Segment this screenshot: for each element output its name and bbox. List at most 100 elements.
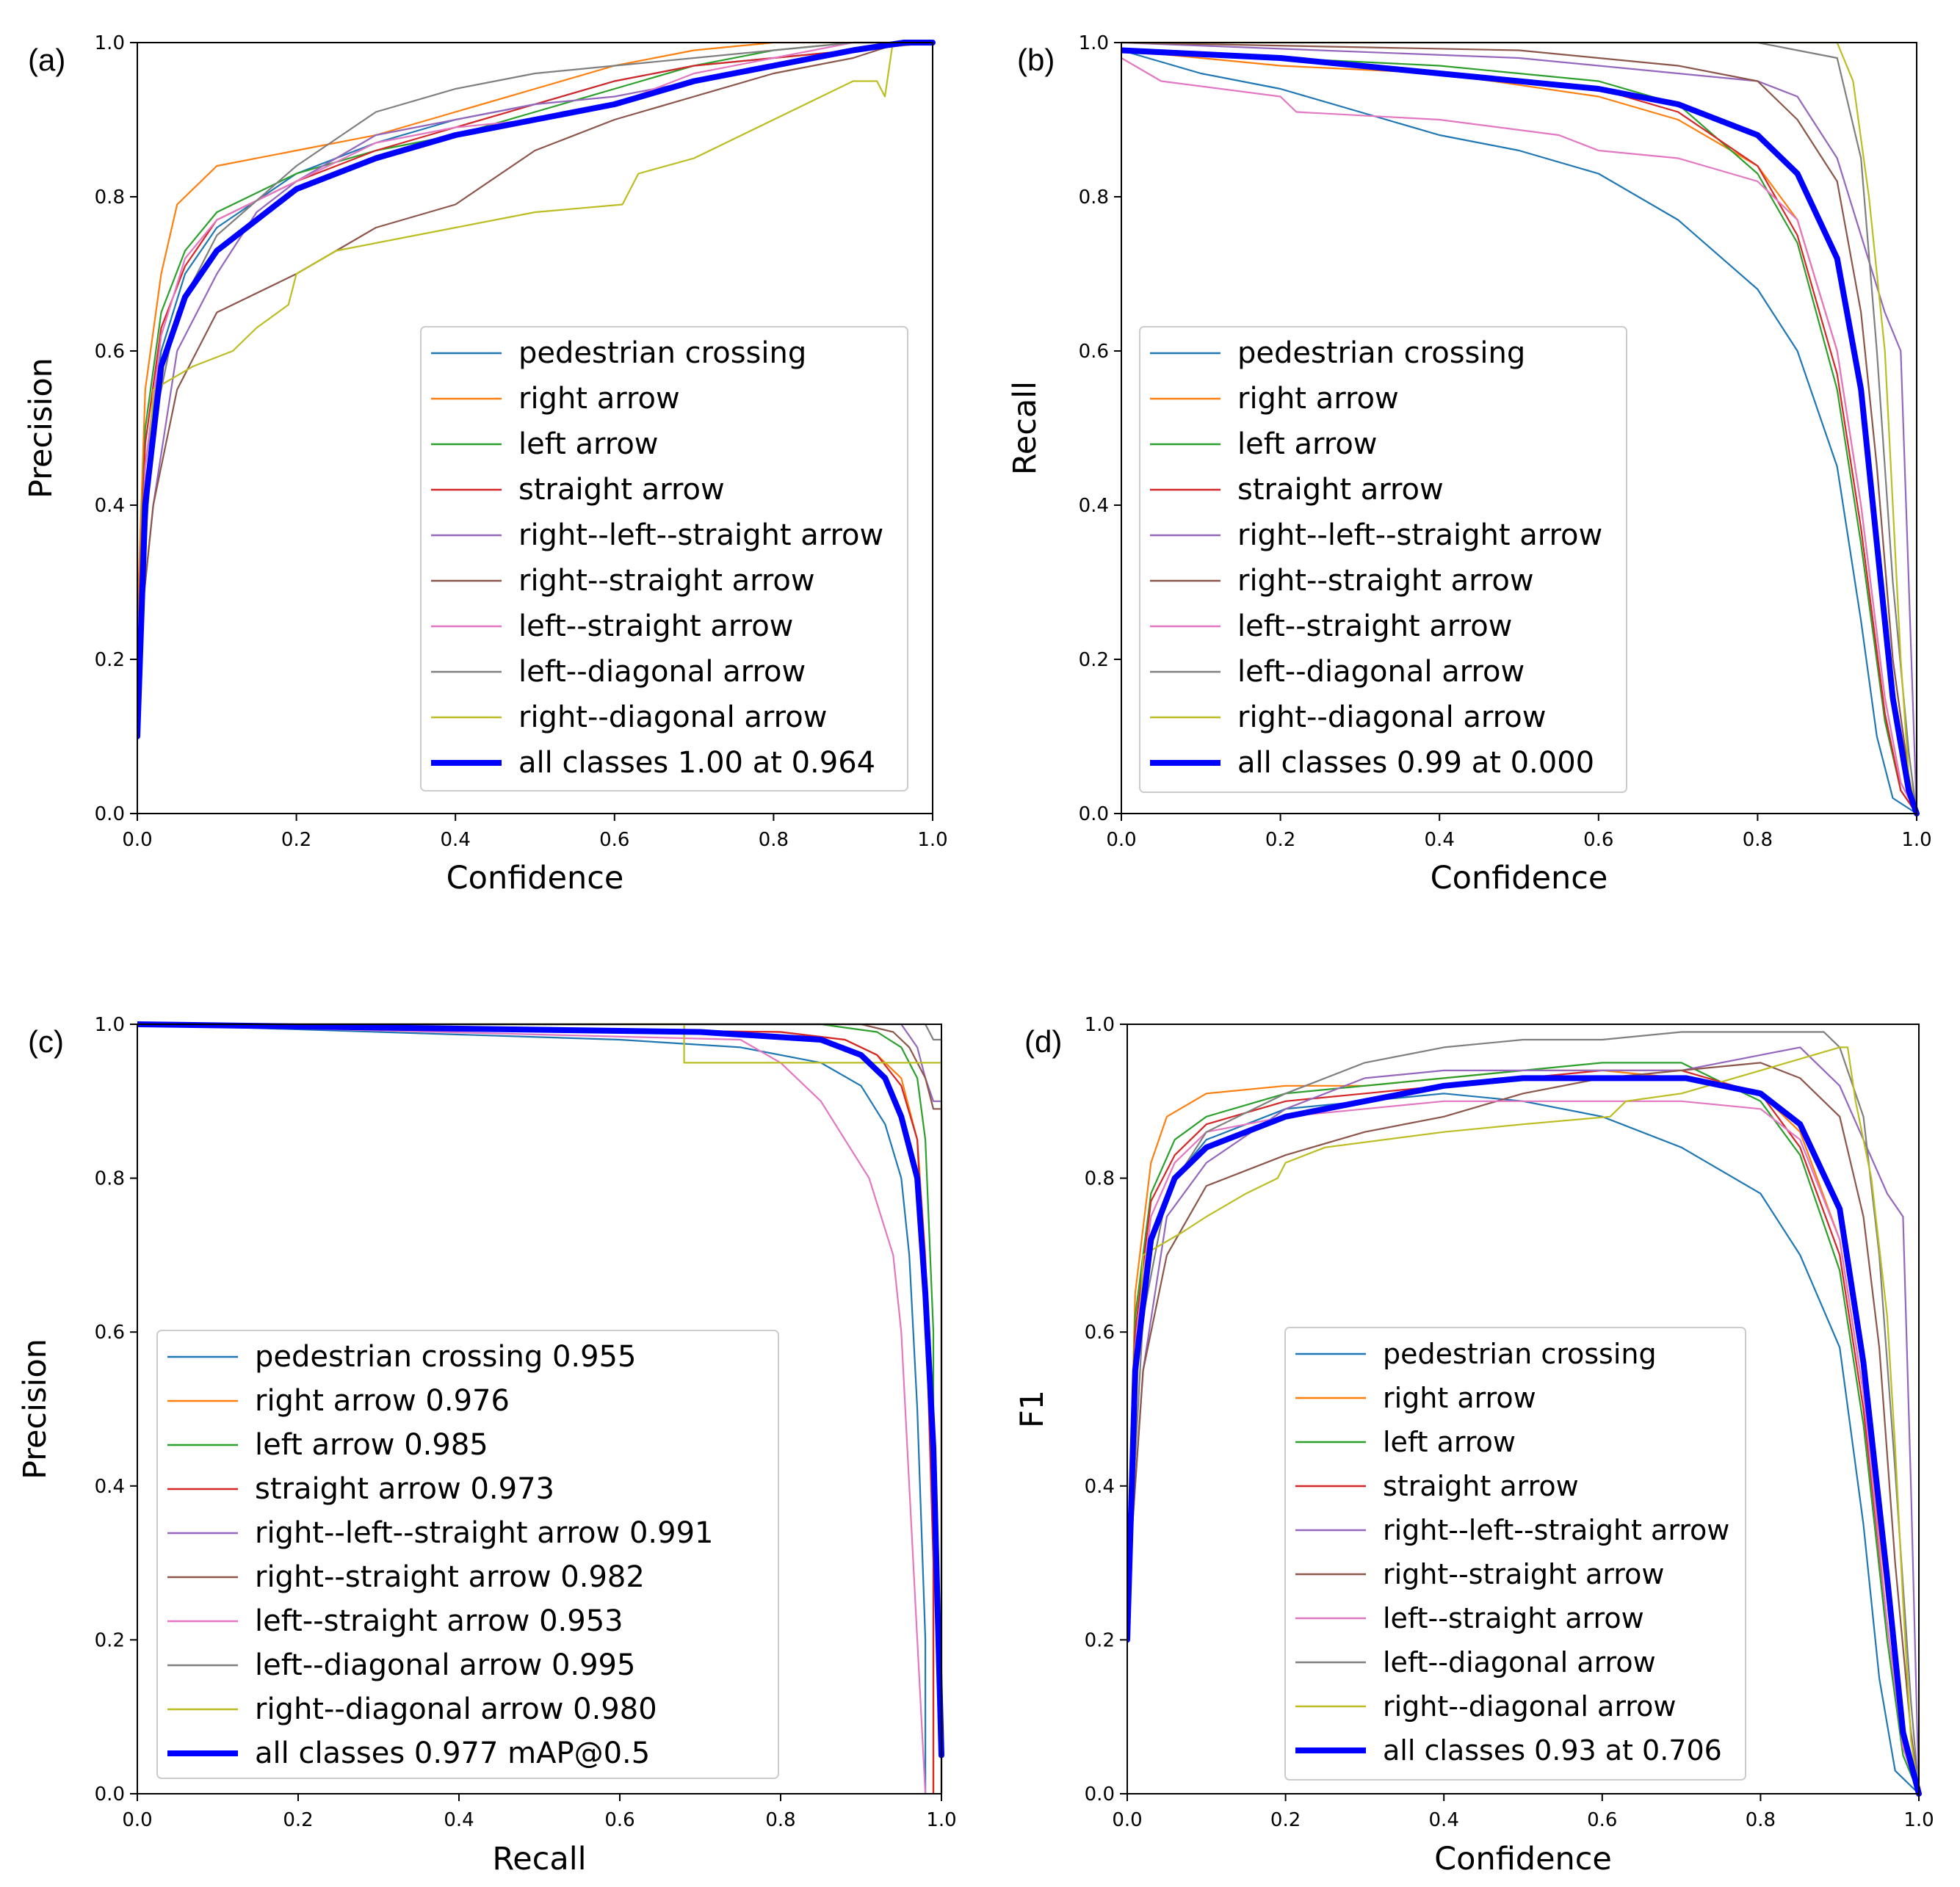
panel-a-ytick-label: 0.8 [95, 186, 125, 209]
panel-d-x-axis-label: Confidence [1434, 1841, 1612, 1877]
panel-d-legend-label-left-straight-arrow: left--straight arrow [1383, 1602, 1644, 1634]
panel-d-xtick-label: 1.0 [1903, 1809, 1934, 1831]
panel-a-series-straight-arrow [137, 41, 934, 661]
panel-b-xtick-label: 1.0 [1901, 829, 1931, 851]
panel-c-legend-label-left-arrow: left arrow 0.985 [255, 1428, 488, 1462]
panel-a-legend-box [420, 326, 908, 792]
panel-b-y-axis-label: Recall [1007, 381, 1044, 475]
panel-b-series-left-straight-arrow [1121, 57, 1918, 815]
panel-b-series-right-left-straight-arrow [1121, 41, 1918, 815]
panel-b-series-right-straight-arrow [1121, 41, 1918, 815]
panel-a-xtick-label: 0.4 [441, 829, 471, 851]
panel-a-legend: pedestrian crossing right arrow left arrow… [420, 326, 908, 792]
panel-b-ytick-label: 0.2 [1079, 649, 1109, 671]
panel-d-legend-label-right-straight-arrow: right--straight arrow [1383, 1558, 1664, 1590]
panel-d-series-left-diagonal-arrow [1127, 1031, 1920, 1795]
panel-d-xtick-label: 0.8 [1746, 1809, 1776, 1831]
panel-d-tag: (d) [1024, 1024, 1062, 1059]
panel-b-ytick-label: 0.4 [1079, 495, 1109, 517]
panel-c-series-straight-arrow [137, 1023, 935, 1795]
panel-a-legend-label-left-arrow: left arrow [518, 427, 659, 461]
panel-c-ytick-label: 0.6 [95, 1322, 125, 1344]
panel-d-legend-label-left-diagonal-arrow: left--diagonal arrow [1383, 1646, 1656, 1678]
panel-d-ytick-label: 0.4 [1085, 1476, 1115, 1498]
panel-b-legend-label-pedestrian-crossing: pedestrian crossing [1237, 336, 1525, 370]
panel-b-legend-box [1139, 326, 1627, 793]
panel-b-xtick-label: 0.2 [1265, 829, 1295, 851]
panel-a-plot-area [137, 40, 936, 739]
panel-d-legend-label-straight-arrow: straight arrow [1383, 1470, 1579, 1502]
panel-c-legend-label-right-arrow: right arrow 0.976 [255, 1384, 510, 1418]
panel-a-tag: (a) [28, 43, 65, 77]
panel-b-ytick-label: 0.6 [1079, 341, 1109, 363]
panel-c-xtick-label: 0.0 [122, 1809, 152, 1831]
panel-a-ytick-label: 0.6 [95, 341, 125, 363]
panel-c-ytick-label: 0.4 [95, 1476, 125, 1498]
panel-b-xtick-label: 0.8 [1743, 829, 1773, 851]
panel-b-series-left-arrow [1121, 49, 1918, 815]
panel-c-series-pedestrian-crossing [137, 1023, 927, 1795]
panel-c-axes-frame [137, 1024, 942, 1794]
panel-a-series-right-straight-arrow [137, 41, 934, 661]
panel-b-series-all-classes [1121, 47, 1920, 816]
panel-c-xtick-label: 0.4 [444, 1809, 474, 1831]
panel-a-xtick-label: 0.6 [599, 829, 629, 851]
panel-b-axes-frame [1121, 42, 1917, 814]
panel-d-plot-area [1127, 1031, 1922, 1797]
panel-b-legend-label-all-classes: all classes 0.99 at 0.000 [1237, 746, 1594, 780]
panel-c-legend-label-straight-arrow: straight arrow 0.973 [255, 1472, 554, 1506]
panel-d-ytick-label: 0.2 [1085, 1629, 1115, 1651]
panel-d-series-right-straight-arrow [1127, 1062, 1920, 1795]
panel-a-series-all-classes [137, 40, 936, 739]
panel-a-series-left-straight-arrow [137, 41, 934, 661]
panel-c-legend-label-left-straight-arrow: left--straight arrow 0.953 [255, 1604, 623, 1638]
panel-b-ytick-label: 1.0 [1079, 32, 1109, 54]
panel-a-y-axis-label: Precision [23, 358, 59, 499]
panel-c-xtick-label: 0.6 [604, 1809, 634, 1831]
panel-c-xtick-label: 1.0 [926, 1809, 956, 1831]
panel-b-legend-label-right-left-straight-arrow: right--left--straight arrow [1237, 518, 1602, 552]
panel-d-series-right-diagonal-arrow [1127, 1046, 1920, 1795]
panel-a-ytick-label: 0.0 [95, 803, 125, 825]
panel-d-series-straight-arrow [1127, 1069, 1920, 1795]
panel-c-tag: (c) [28, 1024, 64, 1059]
panel-d: 0.0 0.2 0.4 0.6 0.8 1.0 0.0 0.2 0.4 0.6 0.8 1.0 Conf… [1014, 1014, 1934, 1877]
panel-b-legend-label-left-straight-arrow: left--straight arrow [1237, 609, 1512, 643]
panel-d-series-all-classes [1127, 1075, 1922, 1797]
panel-d-xtick-label: 0.4 [1429, 1809, 1459, 1831]
panel-d-ytick-label: 0.0 [1085, 1783, 1115, 1805]
panel-d-legend-label-right-diagonal-arrow: right--diagonal arrow [1383, 1690, 1676, 1723]
panel-b-x-axis-label: Confidence [1431, 860, 1608, 897]
panel-a-axes-frame [137, 42, 933, 814]
panel-d-series-left-arrow [1127, 1062, 1920, 1795]
panel-a-ytick-label: 1.0 [95, 32, 125, 54]
panel-d-legend: pedestrian crossing right arrow left arrow… [1284, 1327, 1746, 1781]
panel-b-plot-area [1121, 41, 1920, 816]
panel-a-x-axis-label: Confidence [446, 860, 624, 897]
panel-d-ytick-label: 1.0 [1085, 1014, 1115, 1036]
panel-c-legend: pedestrian crossing 0.955 right arrow 0.9… [156, 1330, 779, 1779]
panel-b-legend-label-right-straight-arrow: right--straight arrow [1237, 564, 1534, 598]
panel-d-legend-box [1284, 1327, 1746, 1781]
panel-a-legend-label-left-diagonal-arrow: left--diagonal arrow [518, 655, 806, 689]
panel-b-legend-label-right-diagonal-arrow: right--diagonal arrow [1237, 700, 1546, 734]
panel-b-series-pedestrian-crossing [1121, 49, 1918, 815]
panel-a-legend-label-left-straight-arrow: left--straight arrow [518, 609, 793, 643]
panel-c-ytick-label: 0.2 [95, 1629, 125, 1651]
panel-c-legend-label-right-diagonal-arrow: right--diagonal arrow 0.980 [255, 1692, 657, 1726]
panel-a-legend-label-right-straight-arrow: right--straight arrow [518, 564, 815, 598]
panel-b-series-right-diagonal-arrow [1121, 41, 1918, 815]
panel-d-series-left-straight-arrow [1127, 1100, 1920, 1795]
panel-b-xtick-label: 0.4 [1425, 829, 1455, 851]
panel-d-axes-frame [1127, 1024, 1920, 1794]
panel-a-ytick-label: 0.4 [95, 495, 125, 517]
panel-c-series-left-straight-arrow [137, 1023, 927, 1795]
panel-b-legend-label-left-arrow: left arrow [1237, 427, 1378, 461]
panel-c: 0.0 0.2 0.4 0.6 0.8 1.0 0.0 0.2 0.4 0.6 0.8 1.0 Reca… [17, 1014, 957, 1877]
panel-d-y-axis-label: F1 [1014, 1390, 1051, 1428]
panel-b-xtick-label: 0.0 [1106, 829, 1136, 851]
panel-c-x-axis-label: Recall [492, 1841, 586, 1877]
panel-b-legend: pedestrian crossing right arrow left arrow… [1139, 326, 1627, 793]
panel-c-legend-label-right-left-straight-arrow: right--left--straight arrow 0.991 [255, 1516, 713, 1550]
